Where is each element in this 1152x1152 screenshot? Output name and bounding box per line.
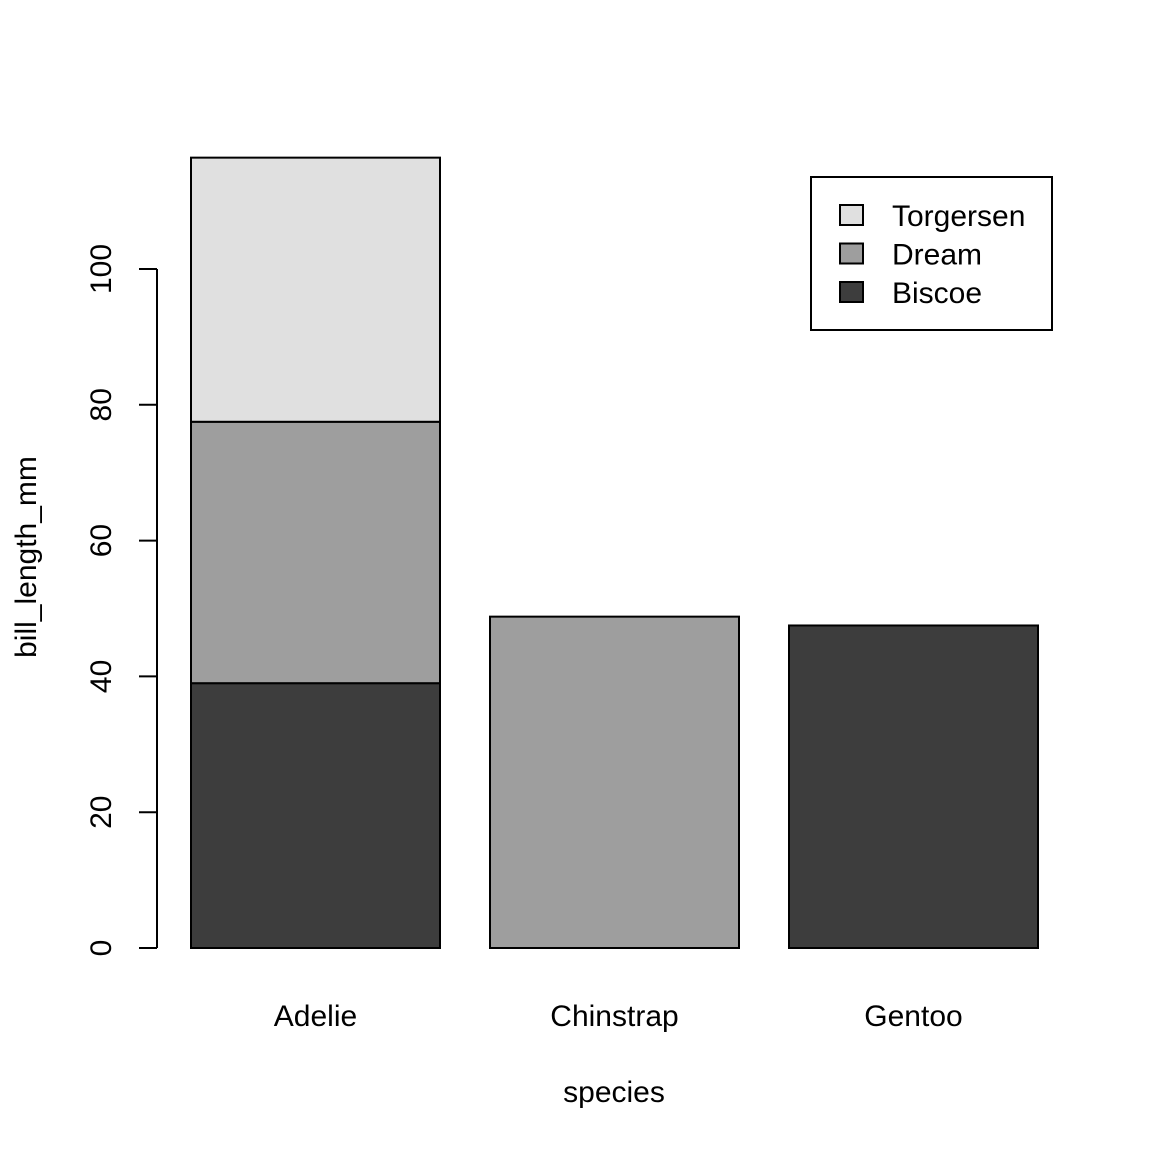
legend-label-dream: Dream xyxy=(892,239,982,272)
bar-chinstrap-dream xyxy=(489,615,740,949)
legend-swatch-biscoe xyxy=(839,281,864,303)
y-tick-label: 20 xyxy=(85,796,118,829)
bar-gentoo-biscoe xyxy=(788,624,1039,949)
y-tick-label: 60 xyxy=(85,524,118,557)
y-tick-label: 80 xyxy=(85,388,118,421)
bar-adelie-torgersen xyxy=(190,156,441,423)
x-tick-label-gentoo: Gentoo xyxy=(864,1000,962,1033)
legend-swatch-dream xyxy=(839,242,864,265)
bars-group xyxy=(190,156,1039,949)
legend: Torgersen Dream Biscoe xyxy=(810,176,1053,331)
x-tick-label-chinstrap: Chinstrap xyxy=(550,1000,678,1033)
bar-adelie-dream xyxy=(190,420,441,685)
legend-swatch-torgersen xyxy=(839,204,864,226)
y-tick-label: 100 xyxy=(85,244,118,294)
y-tick-label: 40 xyxy=(85,660,118,693)
legend-label-torgersen: Torgersen xyxy=(892,200,1025,233)
legend-label-biscoe: Biscoe xyxy=(892,277,982,310)
y-axis-label: bill_length_mm xyxy=(10,456,43,658)
bar-adelie-biscoe xyxy=(190,682,441,949)
y-tick-label: 0 xyxy=(85,940,118,957)
x-tick-label-adelie: Adelie xyxy=(274,1000,357,1033)
x-tick-labels: Adelie Chinstrap Gentoo xyxy=(274,1000,963,1033)
y-axis: 0 20 40 60 80 100 xyxy=(85,244,158,957)
x-axis-label: species xyxy=(563,1076,665,1109)
